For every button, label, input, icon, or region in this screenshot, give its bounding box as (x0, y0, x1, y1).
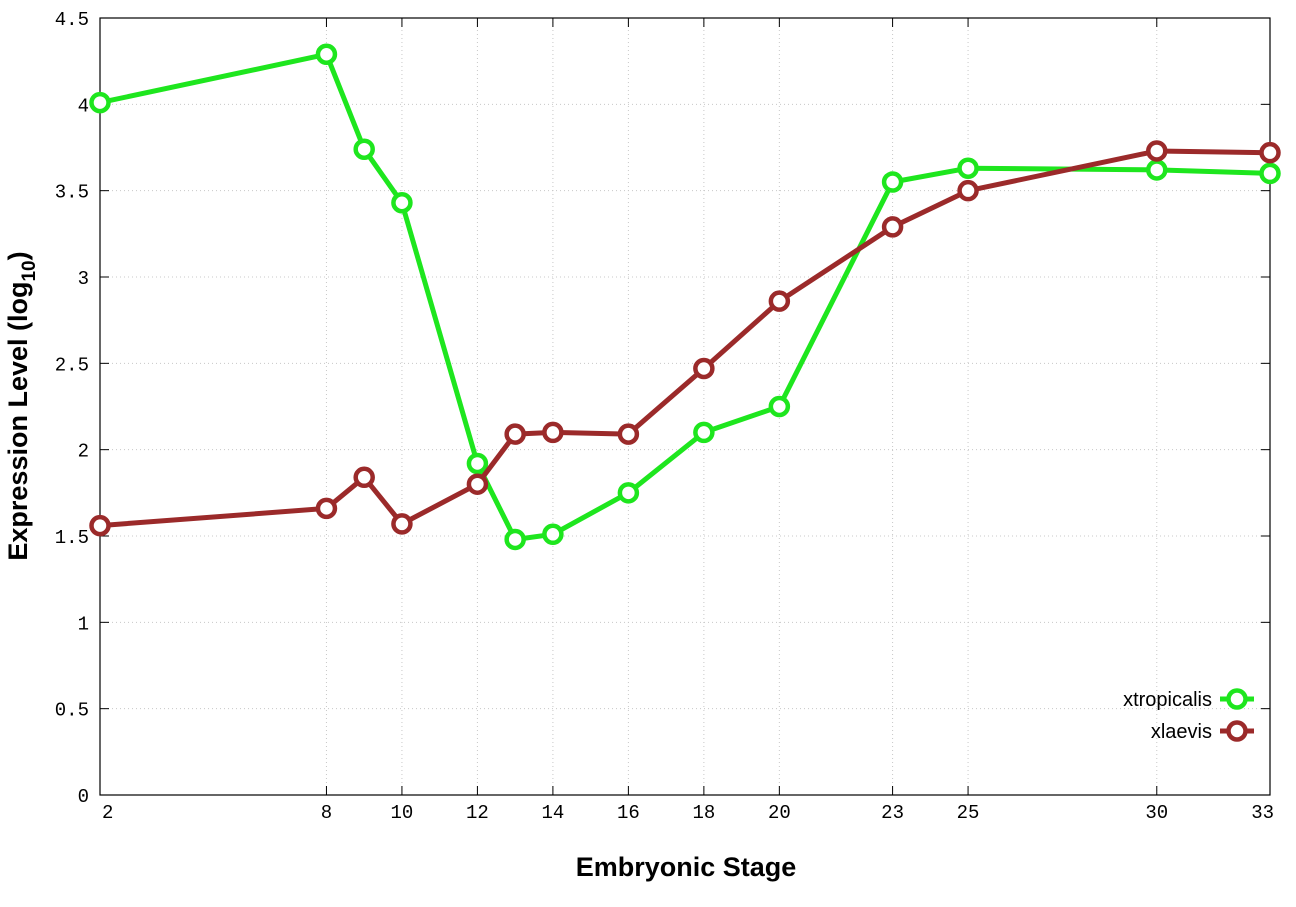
data-point-xtropicalis (693, 421, 715, 444)
x-tick-label: 20 (768, 802, 791, 824)
series-line-xlaevis (99, 148, 1271, 529)
series-line-xtropicalis (99, 51, 1271, 542)
y-tick-label: 4 (78, 95, 89, 117)
data-point-xtropicalis (957, 157, 979, 179)
x-tick-label: 30 (1145, 802, 1168, 824)
legend-label-xlaevis: xlaevis (1151, 721, 1212, 743)
x-tick-label: 25 (957, 802, 980, 824)
y-tick-label: 0.5 (55, 700, 89, 722)
x-tick-label: 16 (617, 802, 640, 824)
data-point-xlaevis (1259, 141, 1281, 164)
plot-frame (99, 17, 1271, 796)
data-point-xtropicalis (89, 91, 111, 114)
data-point-xlaevis (542, 421, 564, 444)
grid-lines (100, 18, 1270, 795)
legend-marker-xlaevis (1226, 720, 1248, 742)
data-point-xlaevis (466, 473, 489, 495)
data-point-xlaevis (353, 466, 375, 489)
x-tick-label: 33 (1251, 802, 1274, 824)
x-tick-label: 14 (541, 802, 564, 824)
y-tick-label: 4.5 (55, 9, 89, 31)
data-point-xtropicalis (617, 482, 640, 504)
data-point-xtropicalis (466, 452, 489, 475)
data-point-xtropicalis (1259, 162, 1281, 185)
data-point-xlaevis (617, 423, 640, 445)
y-tick-label: 3.5 (55, 182, 89, 204)
x-axis-title: Embryonic Stage (576, 852, 797, 882)
x-tick-label: 10 (391, 802, 414, 824)
axis-ticks: 0 0.5 1 1.5 2 2.5 3 3.5 4 4.5 2 8 10 12 14 16 18 20 23 25 30… (55, 9, 1274, 824)
data-point-xlaevis (693, 357, 715, 380)
legend-marker-xtropicalis (1226, 688, 1248, 710)
x-tick-label: 8 (321, 802, 332, 824)
y-tick-label: 2.5 (55, 354, 89, 376)
data-point-xtropicalis (315, 43, 338, 66)
x-tick-label: 2 (102, 802, 113, 824)
x-tick-label: 23 (881, 802, 904, 824)
y-tick-label: 2 (78, 441, 89, 463)
y-axis-title-subscript: 10 (19, 260, 40, 281)
series-layer (89, 43, 1281, 551)
y-axis-title-suffix: ) (3, 251, 33, 260)
x-tick-label: 12 (466, 802, 489, 824)
data-point-xtropicalis (1146, 159, 1168, 181)
data-point-xtropicalis (542, 523, 564, 546)
y-tick-label: 3 (78, 268, 89, 290)
data-point-xlaevis (768, 290, 791, 312)
legend: xtropicalis xlaevis (1123, 688, 1254, 743)
data-point-xtropicalis (768, 395, 791, 418)
x-tick-label: 18 (692, 802, 715, 824)
y-axis-title: Expression Level (log10) (3, 251, 40, 560)
legend-label-xtropicalis: xtropicalis (1123, 689, 1212, 711)
data-point-xlaevis (957, 179, 979, 202)
data-point-xlaevis (89, 514, 111, 537)
y-axis-title-main: Expression Level (log (3, 282, 33, 561)
data-point-xtropicalis (353, 138, 375, 160)
data-point-xtropicalis (881, 171, 904, 193)
y-tick-label: 0 (78, 786, 89, 808)
data-point-xtropicalis (504, 528, 526, 551)
data-point-xlaevis (504, 423, 526, 445)
data-point-xtropicalis (391, 192, 413, 214)
data-point-xlaevis (315, 497, 338, 520)
data-point-xlaevis (391, 513, 413, 535)
y-tick-label: 1.5 (55, 527, 89, 549)
y-tick-label: 1 (78, 613, 89, 635)
data-point-xlaevis (881, 216, 904, 238)
data-point-xlaevis (1146, 140, 1168, 162)
